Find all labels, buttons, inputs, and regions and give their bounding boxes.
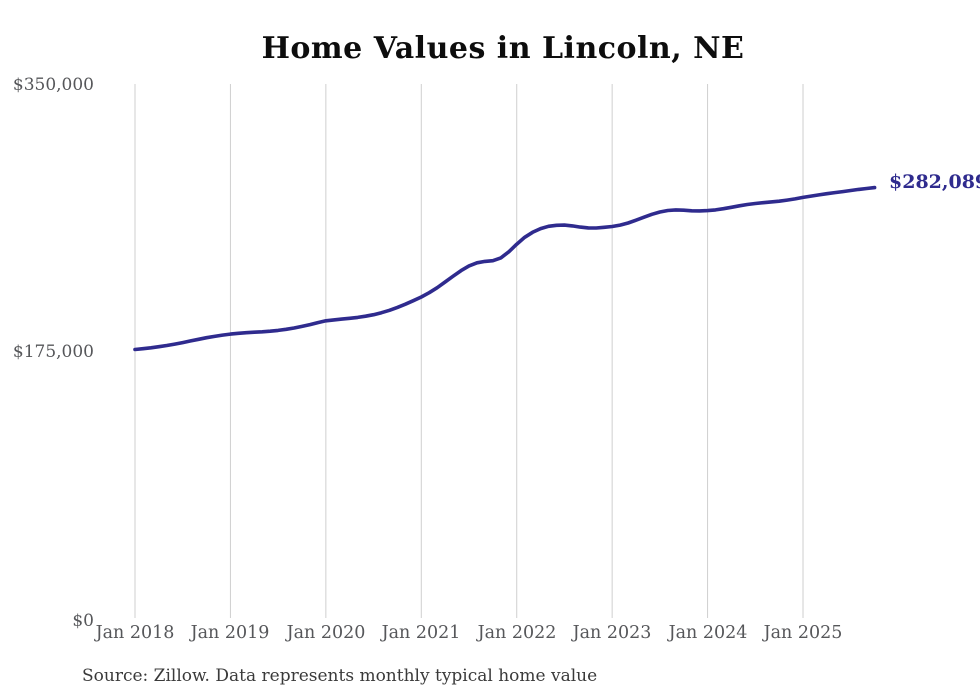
y-axis-tick-350000: $350,000 — [12, 75, 94, 95]
chart-title: Home Values in Lincoln, NE — [261, 31, 745, 66]
x-tick-label-jan-2021: Jan 2021 — [381, 623, 461, 643]
x-tick-label-jan-2023: Jan 2023 — [572, 623, 652, 643]
x-tick-label-jan-2025: Jan 2025 — [763, 623, 843, 643]
source-note: Source: Zillow. Data represents monthly … — [82, 666, 598, 686]
y-axis-tick-175000: $175,000 — [12, 342, 94, 362]
y-axis-tick-0: $0 — [72, 611, 94, 631]
home-value-series-line — [133, 185, 877, 352]
x-tick-label-jan-2024: Jan 2024 — [668, 623, 748, 643]
x-tick-label-jan-2019: Jan 2019 — [190, 623, 270, 643]
end-value-label: $282,089 — [889, 171, 980, 193]
x-tick-label-jan-2022: Jan 2022 — [477, 623, 557, 643]
x-tick-label-jan-2018: Jan 2018 — [95, 623, 175, 643]
x-tick-label-jan-2020: Jan 2020 — [286, 623, 366, 643]
